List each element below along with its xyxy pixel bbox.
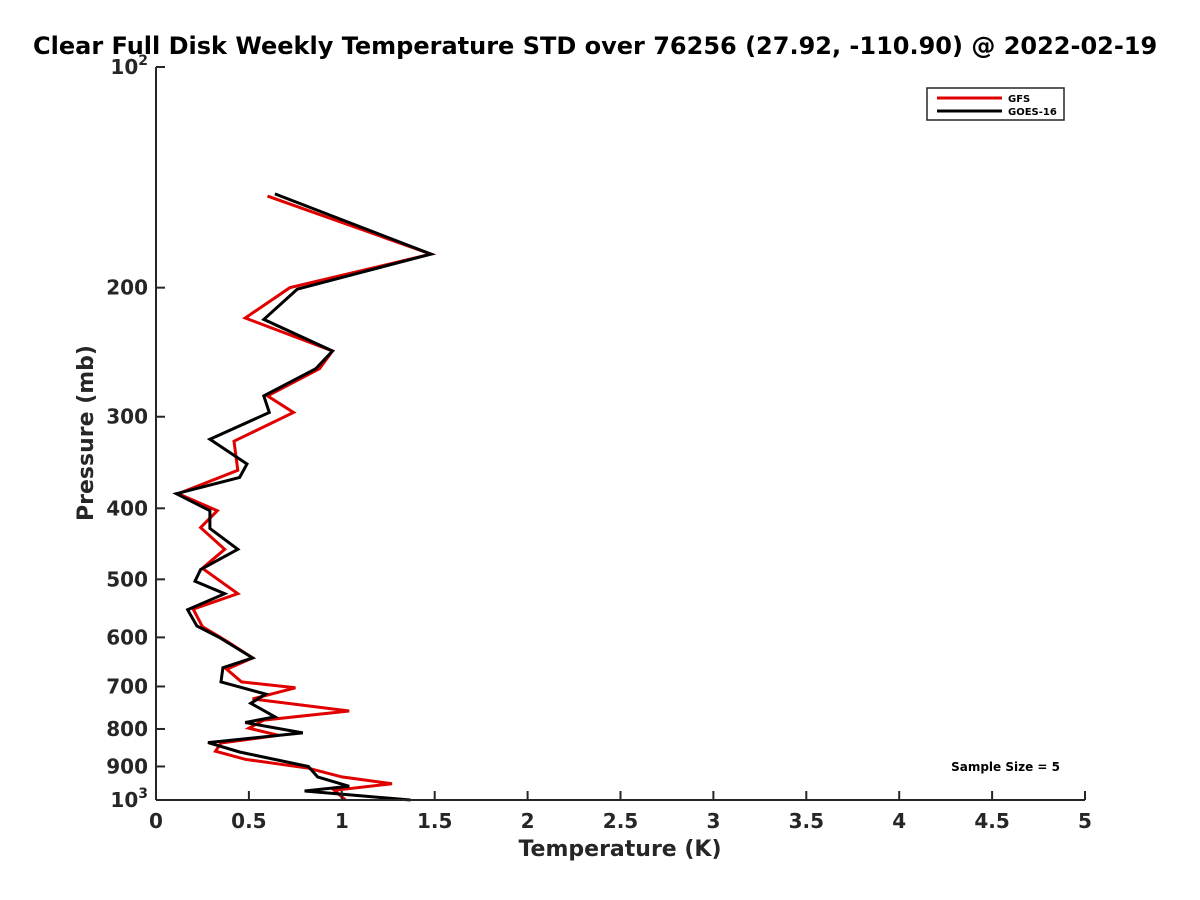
x-tick-label: 5 bbox=[1078, 809, 1092, 833]
y-tick-label: 400 bbox=[106, 496, 148, 520]
x-tick-label: 3 bbox=[706, 809, 720, 833]
y-tick-label: 500 bbox=[106, 567, 148, 591]
y-tick-label: 800 bbox=[106, 717, 148, 741]
y-tick-label: 200 bbox=[106, 276, 148, 300]
x-tick-label: 1.5 bbox=[417, 809, 452, 833]
y-tick-label: 102 bbox=[110, 53, 148, 79]
y-tick-label: 300 bbox=[106, 405, 148, 429]
x-tick-label: 4 bbox=[892, 809, 906, 833]
x-tick-label: 2.5 bbox=[603, 809, 638, 833]
legend: GFS GOES-16 bbox=[926, 87, 1065, 121]
y-tick-label: 700 bbox=[106, 674, 148, 698]
y-tick-label: 600 bbox=[106, 625, 148, 649]
y-tick-label: 900 bbox=[106, 754, 148, 778]
legend-label: GOES-16 bbox=[1008, 107, 1057, 118]
x-tick-label: 4.5 bbox=[974, 809, 1009, 833]
x-axis-label: Temperature (K) bbox=[518, 837, 721, 862]
chart-title: Clear Full Disk Weekly Temperature STD o… bbox=[33, 32, 1157, 60]
legend-box bbox=[926, 87, 1065, 121]
x-axis: 0 0.5 1 1.5 2 2.5 3 3.5 4 4.5 5 bbox=[149, 791, 1092, 833]
plot-background bbox=[156, 67, 1085, 800]
x-tick-label: 3.5 bbox=[789, 809, 824, 833]
x-tick-label: 2 bbox=[521, 809, 535, 833]
x-tick-label: 0.5 bbox=[231, 809, 266, 833]
y-axis: 102 200 300 400 500 600 700 800 900 103 bbox=[106, 53, 165, 812]
x-tick-label: 1 bbox=[335, 809, 349, 833]
y-axis-label: Pressure (mb) bbox=[74, 345, 99, 521]
series-line-goes-16 bbox=[172, 192, 436, 802]
sample-size-annotation: Sample Size = 5 bbox=[951, 760, 1060, 774]
y-tick-label: 103 bbox=[110, 786, 148, 812]
legend-label: GFS bbox=[1008, 94, 1030, 105]
plot-area bbox=[156, 67, 1085, 800]
x-tick-label: 0 bbox=[149, 809, 163, 833]
series-layer bbox=[172, 192, 437, 802]
